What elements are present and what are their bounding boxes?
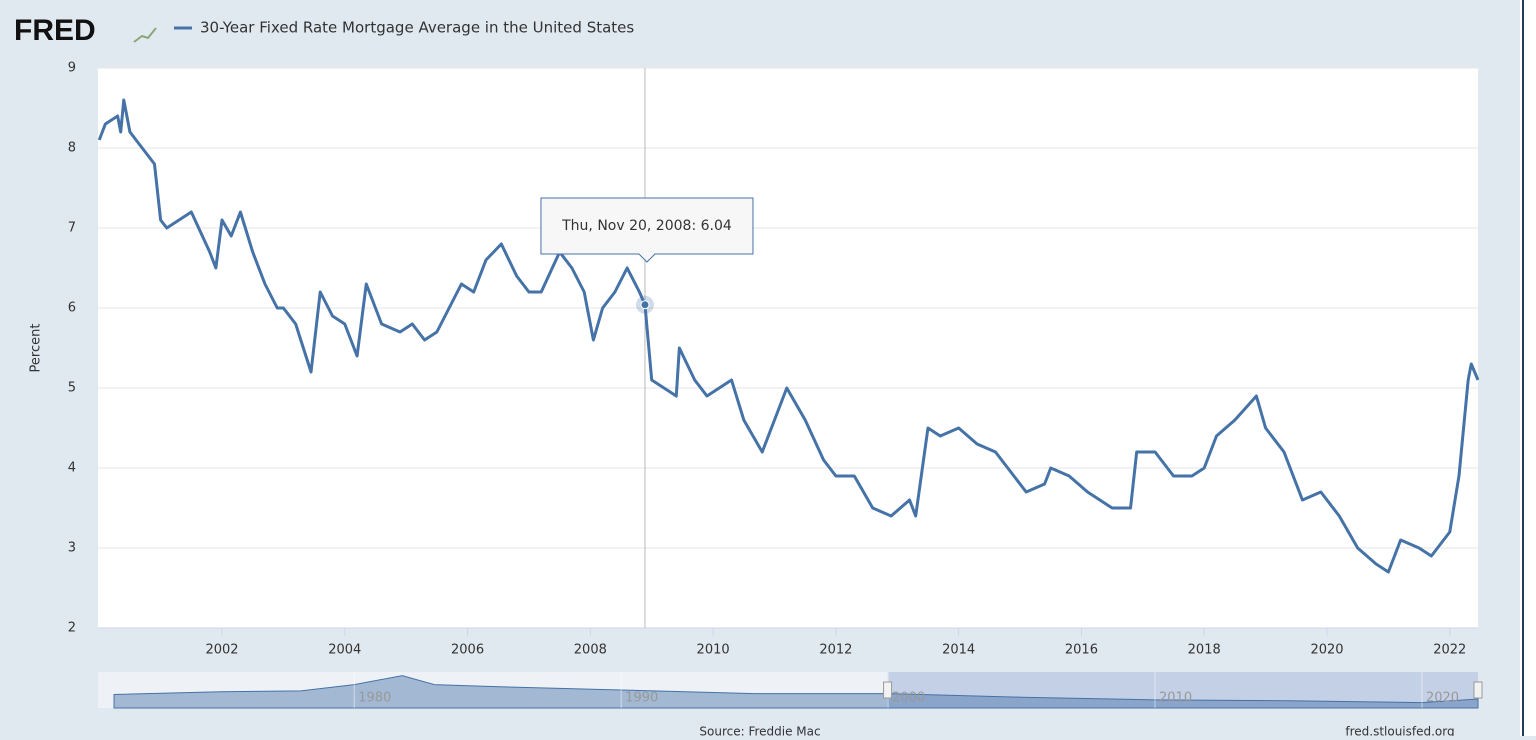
y-tick-label: 6 (68, 301, 76, 316)
tooltip-box (540, 197, 754, 263)
navigator-tick-label: 1980 (358, 691, 391, 706)
y-tick-label: 8 (68, 141, 76, 156)
x-tick-label: 2022 (1433, 643, 1466, 658)
site: fred.stlouisfed.org (1345, 725, 1454, 737)
navigator-area (113, 675, 1479, 709)
x-tick-label: 2020 (1310, 643, 1343, 658)
x-tick-label: 2018 (1188, 643, 1221, 658)
navigator-tick-label: 2000 (892, 691, 925, 706)
navigator-tick-label: 1990 (625, 691, 658, 706)
x-tick-label: 2010 (697, 643, 730, 658)
series-line (97, 98, 1480, 574)
y-axis-label: Percent (29, 324, 44, 373)
hover-point (640, 300, 650, 310)
navigator-tick-label: 2020 (1426, 691, 1459, 706)
y-tick-label: 5 (68, 381, 76, 396)
source: Source: Freddie Mac (699, 725, 820, 737)
logo-icon (133, 27, 157, 43)
tooltip-text: Thu, Nov 20, 2008: 6.04 (561, 218, 732, 234)
y-tick-label: 2 (68, 621, 76, 636)
logo: FRED (14, 14, 96, 47)
y-tick-label: 4 (68, 461, 76, 476)
x-tick-label: 2016 (1065, 643, 1098, 658)
navigator-handle[interactable] (1473, 681, 1483, 699)
x-tick-label: 2014 (942, 643, 975, 658)
side-border (1522, 0, 1524, 736)
legend-label: 30-Year Fixed Rate Mortgage Average in t… (200, 19, 634, 37)
x-tick-label: 2006 (451, 643, 484, 658)
plot-area (98, 68, 1478, 628)
x-tick-label: 2008 (574, 643, 607, 658)
navigator-handle[interactable] (883, 681, 893, 699)
y-tick-label: 9 (68, 61, 76, 76)
y-tick-label: 7 (68, 221, 76, 236)
navigator-tick-label: 2010 (1159, 691, 1192, 706)
x-tick-label: 2012 (819, 643, 852, 658)
x-tick-label: 2004 (328, 643, 361, 658)
x-tick-label: 2002 (205, 643, 238, 658)
y-tick-label: 3 (68, 541, 76, 556)
